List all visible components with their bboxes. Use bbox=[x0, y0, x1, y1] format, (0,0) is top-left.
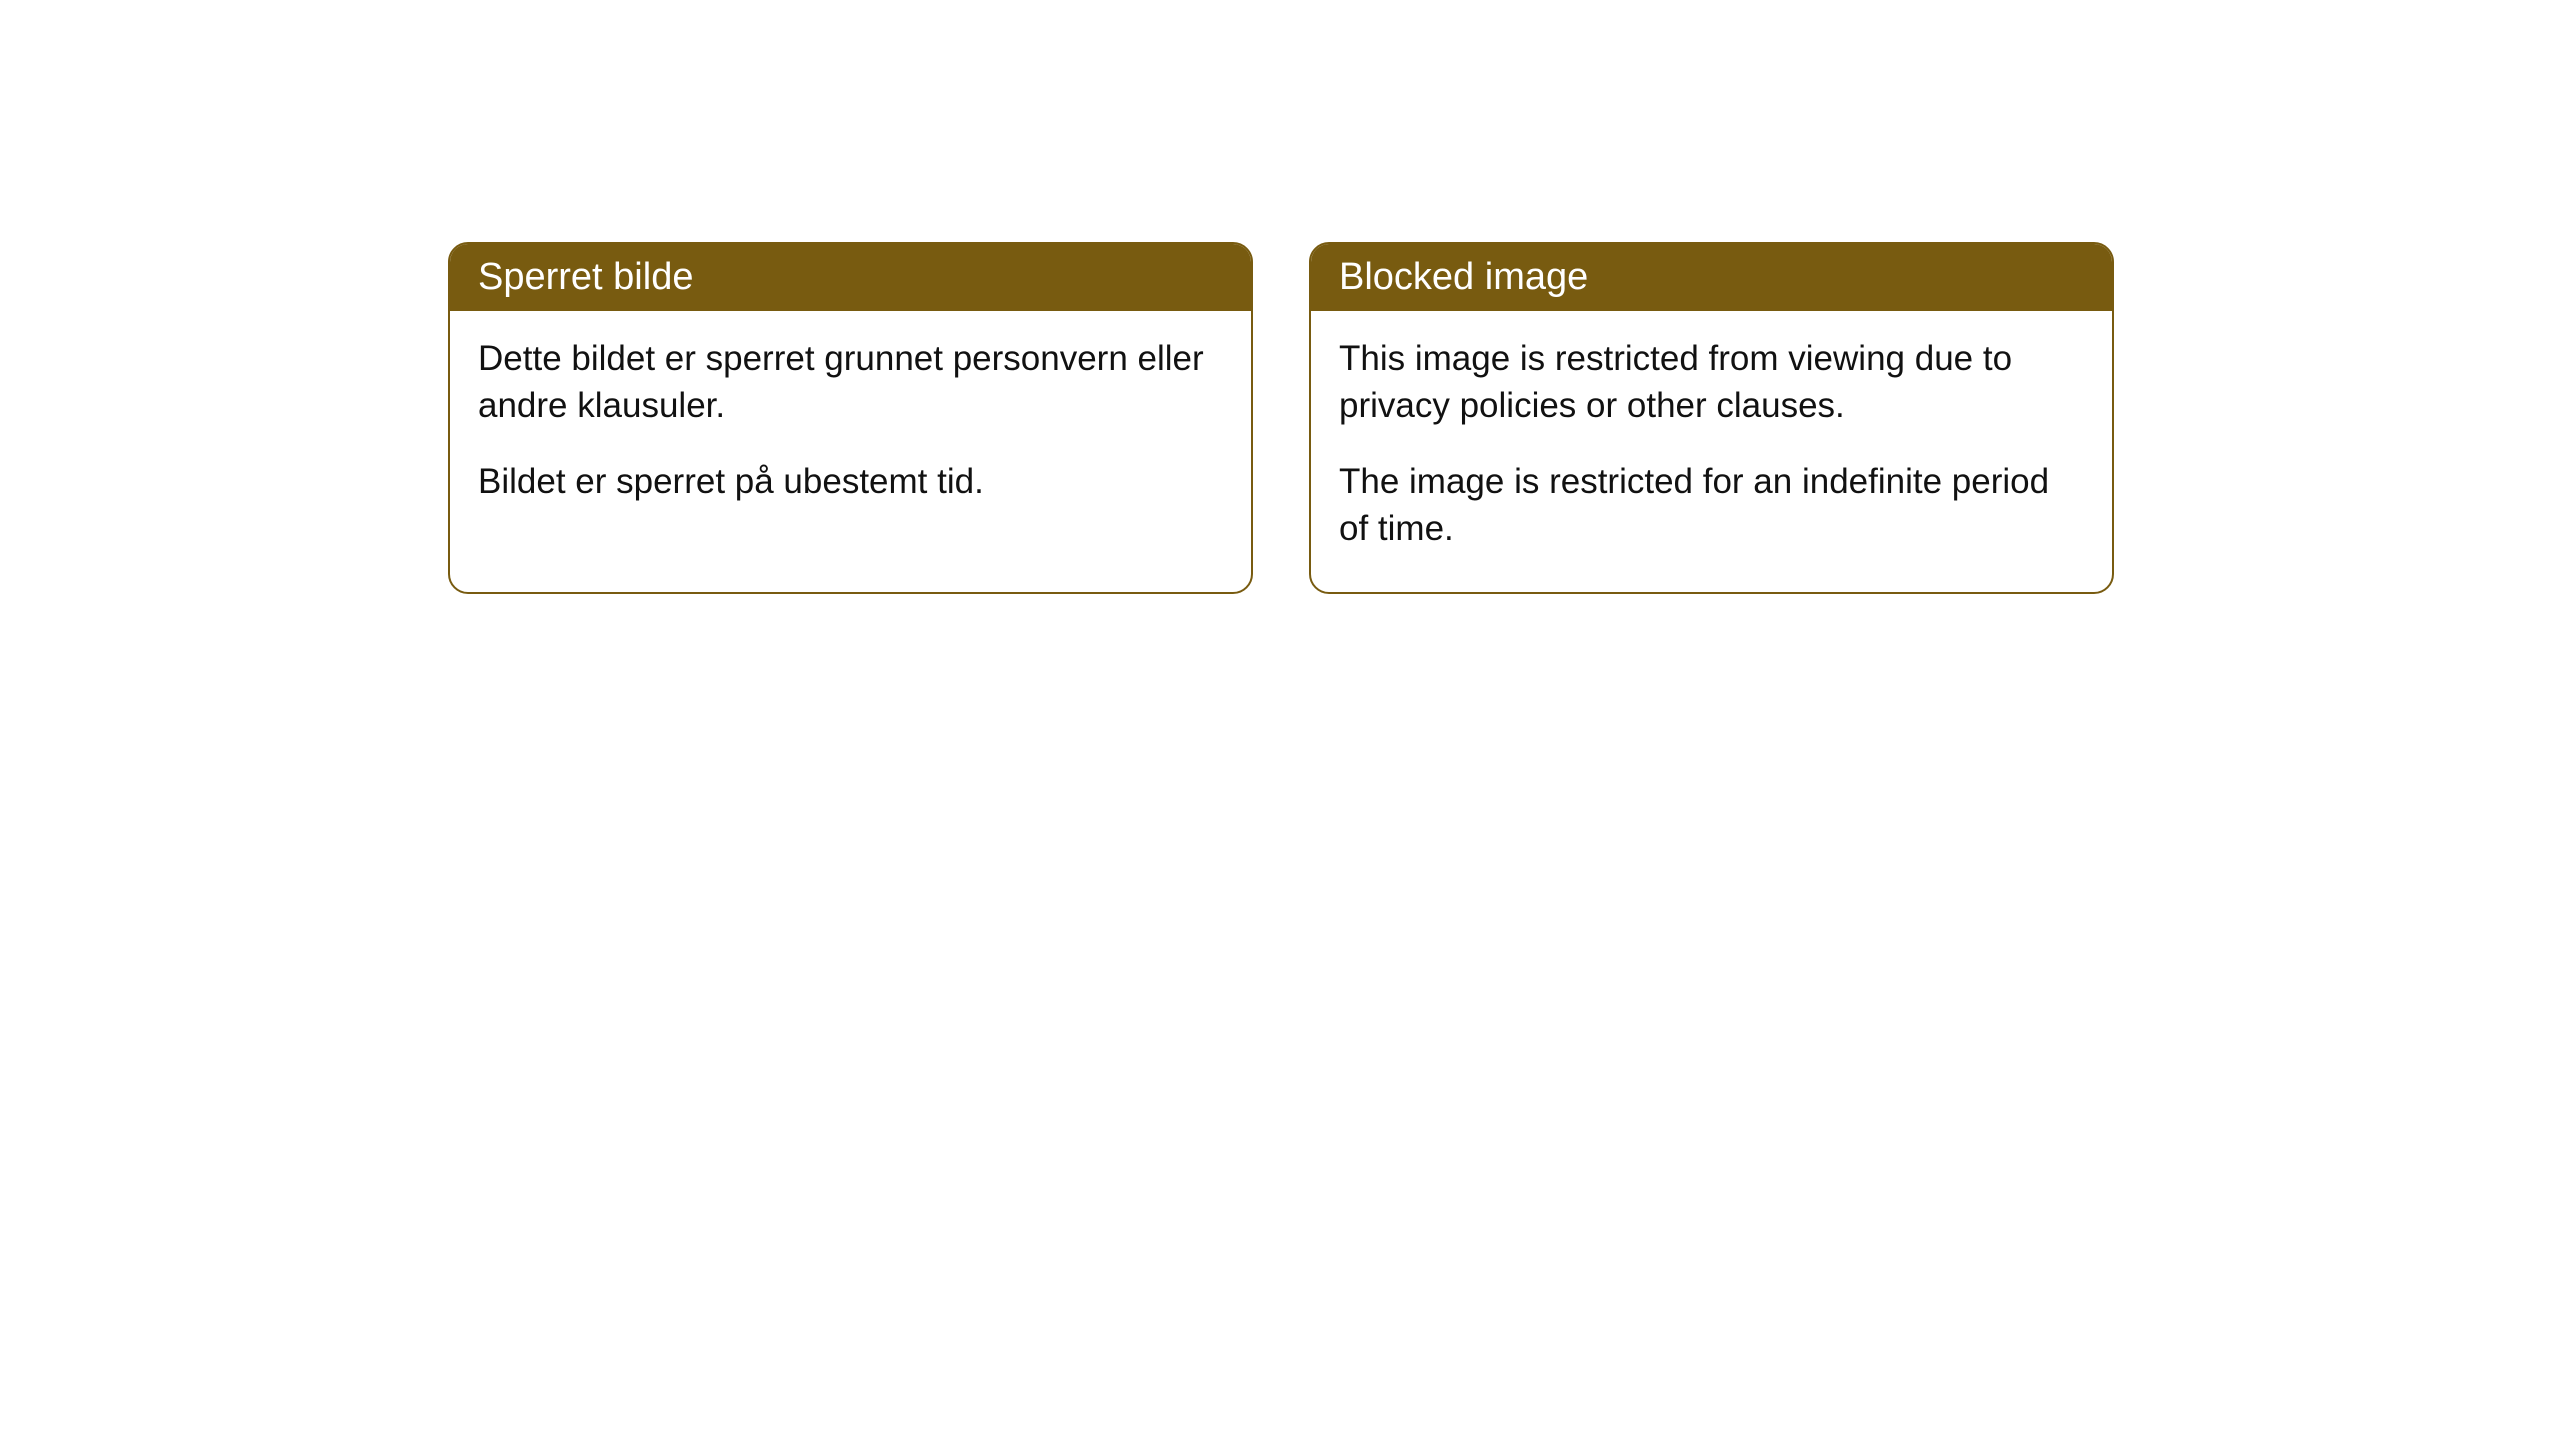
card-header-norwegian: Sperret bilde bbox=[450, 244, 1251, 311]
card-norwegian: Sperret bilde Dette bildet er sperret gr… bbox=[448, 242, 1253, 594]
cards-container: Sperret bilde Dette bildet er sperret gr… bbox=[448, 242, 2114, 594]
card-paragraph: Dette bildet er sperret grunnet personve… bbox=[478, 335, 1223, 430]
card-paragraph: Bildet er sperret på ubestemt tid. bbox=[478, 458, 1223, 505]
card-header-english: Blocked image bbox=[1311, 244, 2112, 311]
card-body-english: This image is restricted from viewing du… bbox=[1311, 311, 2112, 592]
card-english: Blocked image This image is restricted f… bbox=[1309, 242, 2114, 594]
card-paragraph: This image is restricted from viewing du… bbox=[1339, 335, 2084, 430]
card-body-norwegian: Dette bildet er sperret grunnet personve… bbox=[450, 311, 1251, 545]
card-paragraph: The image is restricted for an indefinit… bbox=[1339, 458, 2084, 553]
